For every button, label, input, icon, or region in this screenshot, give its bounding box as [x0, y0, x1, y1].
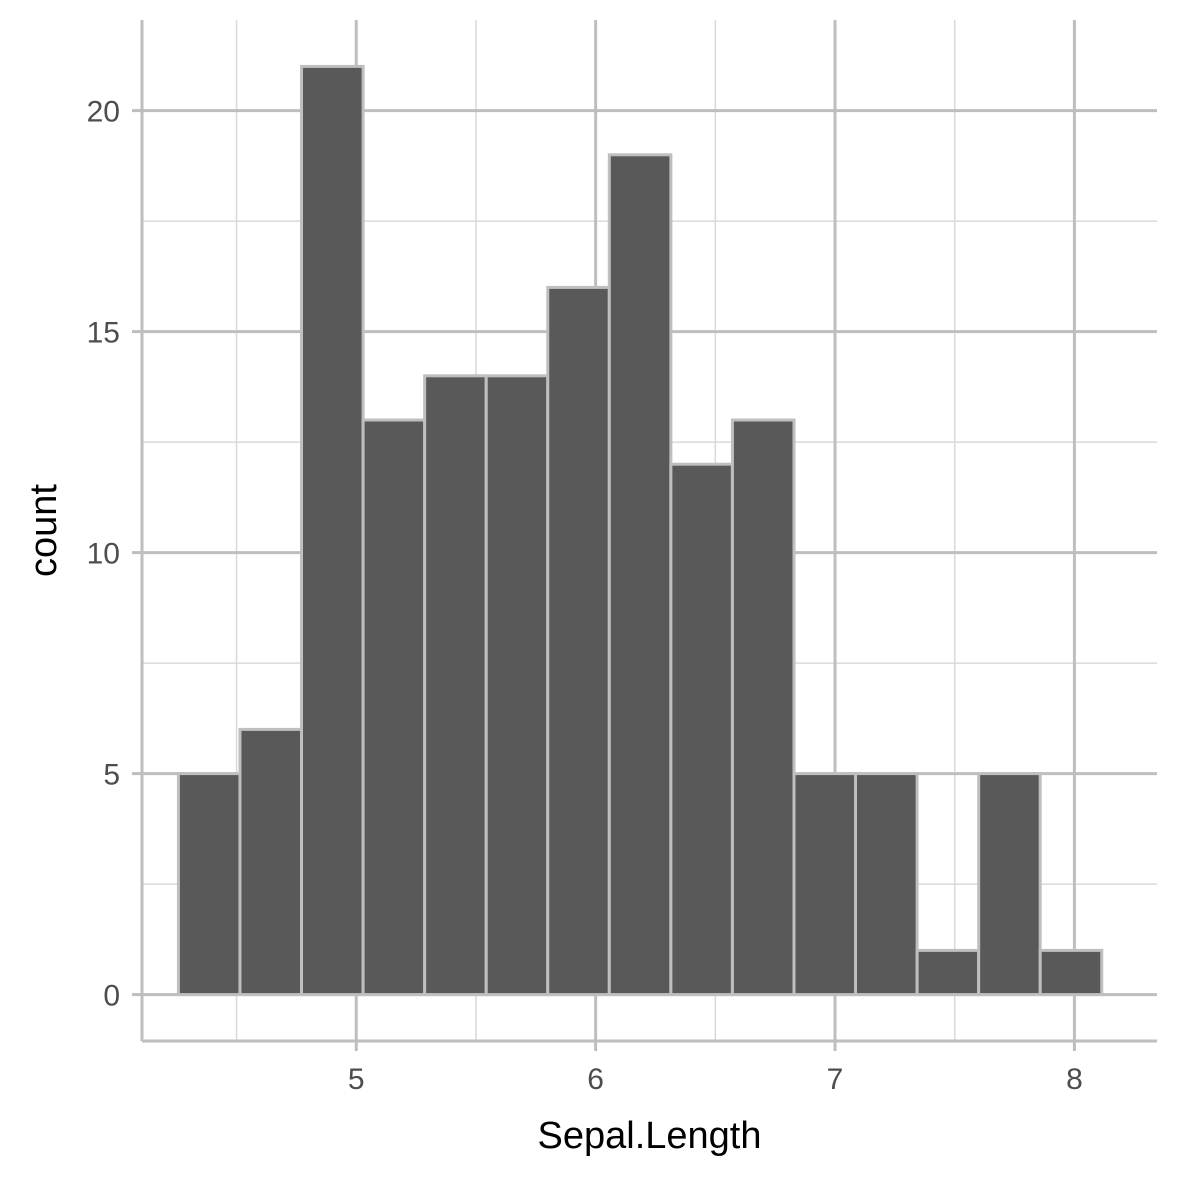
histogram-bar	[669, 462, 734, 997]
histogram-bar	[915, 948, 981, 997]
histogram-bar	[1038, 948, 1104, 997]
histogram-bar	[238, 727, 304, 997]
histogram-bar	[361, 418, 427, 997]
tick-labels-layer: 5 6 7 8 0 5 10 15 20	[87, 96, 1083, 1096]
y-axis-title: count	[23, 484, 65, 577]
histogram-bar	[730, 418, 796, 997]
y-tick-label: 20	[87, 96, 120, 129]
histogram-bar	[176, 772, 242, 997]
histogram-bar	[546, 285, 611, 997]
histogram-bar	[484, 374, 550, 997]
y-tick-label: 15	[87, 317, 120, 350]
axes-layer	[132, 20, 1157, 1051]
y-tick-label: 10	[87, 538, 120, 571]
x-axis-title: Sepal.Length	[538, 1115, 762, 1157]
histogram-bar	[977, 772, 1042, 997]
x-tick-label: 5	[348, 1063, 365, 1096]
y-tick-label: 0	[103, 980, 120, 1013]
y-tick-label: 5	[103, 759, 120, 792]
x-tick-label: 6	[587, 1063, 604, 1096]
histogram-bar	[300, 64, 365, 997]
histogram-bar	[792, 772, 858, 997]
x-tick-label: 7	[827, 1063, 844, 1096]
x-tick-label: 8	[1066, 1063, 1083, 1096]
bars-layer	[176, 64, 1104, 997]
histogram-bar	[423, 374, 488, 997]
histogram-bar	[607, 153, 673, 997]
histogram-bar	[854, 772, 919, 997]
